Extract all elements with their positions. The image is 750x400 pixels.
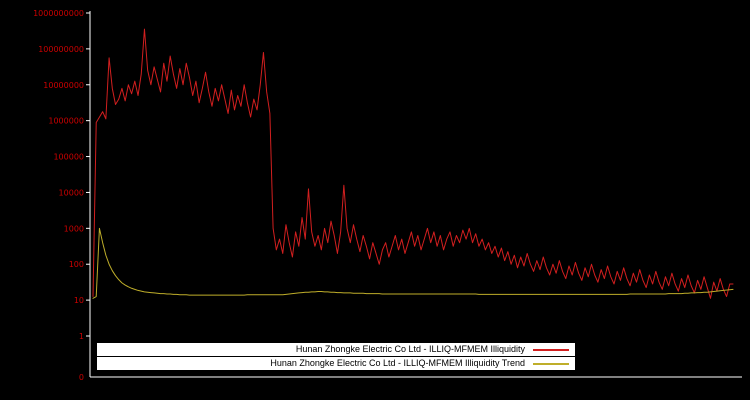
- y-tick-label: 10000: [59, 188, 84, 197]
- legend-item-illiquidity: Hunan Zhongke Electric Co Ltd - ILLIQ-MF…: [97, 343, 575, 356]
- y-tick-label: 1000000000: [33, 9, 84, 18]
- legend-line-sample-red: [533, 348, 569, 351]
- legend-line-sample-yellow: [533, 362, 569, 365]
- y-tick-label: 100000000: [38, 45, 84, 54]
- y-tick-label: 1: [79, 332, 84, 341]
- y-tick-label: 100: [69, 260, 84, 269]
- y-tick-label: 10000000: [43, 81, 84, 90]
- illiquidity-line: [92, 28, 734, 299]
- y-tick-label: 10: [74, 296, 84, 305]
- legend-item-illiquidity-trend: Hunan Zhongke Electric Co Ltd - ILLIQ-MF…: [97, 357, 575, 370]
- y-tick-label: 1000000: [48, 117, 84, 126]
- legend: Hunan Zhongke Electric Co Ltd - ILLIQ-MF…: [97, 343, 575, 370]
- legend-label-illiquidity: Hunan Zhongke Electric Co Ltd - ILLIQ-MF…: [295, 344, 525, 354]
- y-tick-label: 100000: [53, 153, 84, 162]
- y-tick-label: 1000: [64, 224, 84, 233]
- y-tick-label: 0: [79, 373, 84, 382]
- legend-label-illiquidity-trend: Hunan Zhongke Electric Co Ltd - ILLIQ-MF…: [270, 358, 525, 368]
- illiquidity-trend-line: [92, 227, 734, 299]
